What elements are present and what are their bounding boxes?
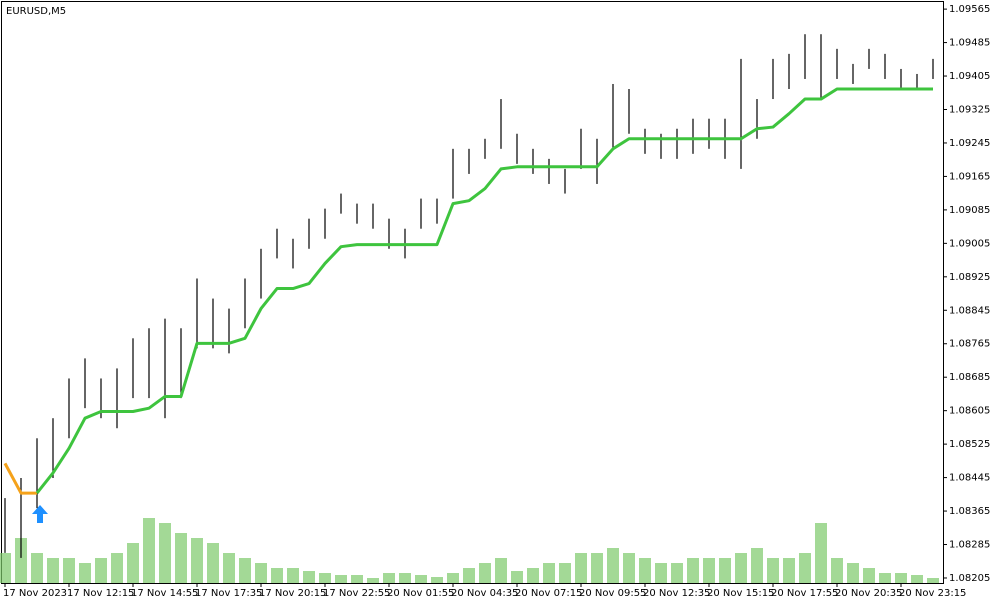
volume-bar — [543, 563, 555, 583]
volume-bar — [111, 553, 123, 583]
y-tick-label: 1.08605 — [949, 406, 990, 417]
volume-bar — [575, 553, 587, 583]
volume-bar — [927, 578, 939, 583]
volume-bar — [0, 553, 11, 583]
volume-bar — [127, 543, 139, 583]
y-tick-label: 1.08205 — [949, 573, 990, 584]
volume-bar — [799, 553, 811, 583]
y-tick-label: 1.08445 — [949, 473, 990, 484]
volume-bar — [703, 558, 715, 583]
volume-bar — [719, 558, 731, 583]
volume-bar — [479, 563, 491, 583]
plot-frame — [1, 1, 944, 584]
volume-bar — [447, 573, 459, 583]
volume-bar — [143, 518, 155, 583]
y-tick-label: 1.09085 — [949, 205, 990, 216]
x-tick-label: 17 Nov 20:15 — [259, 588, 326, 599]
volume-bar — [863, 568, 875, 583]
volume-bar — [895, 573, 907, 583]
volume-bar — [79, 563, 91, 583]
y-tick-label: 1.09165 — [949, 171, 990, 182]
x-tick-label: 20 Nov 09:55 — [579, 588, 646, 599]
volume-bar — [463, 568, 475, 583]
volume-bar — [607, 548, 619, 583]
volume-bar — [191, 538, 203, 583]
volume-bar — [223, 553, 235, 583]
volume-bar — [687, 558, 699, 583]
y-tick-label: 1.08765 — [949, 339, 990, 350]
volume-bar — [47, 558, 59, 583]
y-tick-label: 1.08685 — [949, 372, 990, 383]
volume-bar — [751, 548, 763, 583]
y-tick-label: 1.09485 — [949, 38, 990, 49]
volume-bar — [671, 563, 683, 583]
volume-bar — [767, 558, 779, 583]
stop-line — [3, 462, 37, 495]
x-tick-label: 17 Nov 17:35 — [195, 588, 262, 599]
volume-bar — [287, 568, 299, 583]
volume-bar — [303, 571, 315, 583]
volume-bar — [879, 573, 891, 583]
volume-bar — [511, 571, 523, 583]
volume-bar — [399, 573, 411, 583]
volume-bar — [383, 573, 395, 583]
y-tick-label: 1.09565 — [949, 4, 990, 15]
y-tick-label: 1.09005 — [949, 238, 990, 249]
volume-bar — [639, 558, 651, 583]
volume-bar — [495, 558, 507, 583]
volume-bar — [95, 558, 107, 583]
x-tick-label: 17 Nov 2023 — [3, 588, 67, 599]
volume-bar — [351, 575, 363, 583]
volume-bar — [431, 577, 443, 583]
volume-bar — [31, 553, 43, 583]
x-tick-label: 20 Nov 20:35 — [835, 588, 902, 599]
volume-bar — [527, 568, 539, 583]
volume-bar — [911, 575, 923, 583]
x-tick-label: 20 Nov 01:55 — [387, 588, 454, 599]
volume-bar — [815, 523, 827, 583]
y-tick-label: 1.08525 — [949, 439, 990, 450]
volume-bar — [15, 538, 27, 583]
buy-arrow — [32, 505, 48, 523]
volume-bar — [335, 575, 347, 583]
y-tick-label: 1.08285 — [949, 540, 990, 551]
volume-bar — [559, 563, 571, 583]
x-tick-label: 20 Nov 17:55 — [771, 588, 838, 599]
y-tick-label: 1.09245 — [949, 138, 990, 149]
volume-bar — [783, 558, 795, 583]
x-tick-label: 17 Nov 14:55 — [131, 588, 198, 599]
y-tick-label: 1.09325 — [949, 104, 990, 115]
volume-bar — [655, 563, 667, 583]
x-tick-label: 20 Nov 07:15 — [515, 588, 582, 599]
volume-bar — [367, 578, 379, 583]
x-tick-label: 20 Nov 15:15 — [707, 588, 774, 599]
x-tick-label: 17 Nov 22:55 — [323, 588, 390, 599]
volume-bar — [63, 558, 75, 583]
volume-bar — [271, 568, 283, 583]
volume-bar — [847, 563, 859, 583]
volume-bar — [207, 543, 219, 583]
volume-bar — [255, 563, 267, 583]
volume-bar — [623, 553, 635, 583]
y-tick-label: 1.08365 — [949, 506, 990, 517]
y-tick-label: 1.08925 — [949, 272, 990, 283]
volume-bar — [239, 558, 251, 583]
volume-bar — [735, 553, 747, 583]
x-tick-label: 20 Nov 23:15 — [899, 588, 966, 599]
x-tick-label: 20 Nov 12:35 — [643, 588, 710, 599]
y-tick-label: 1.09405 — [949, 71, 990, 82]
volume-bar — [831, 558, 843, 583]
volume-bar — [319, 573, 331, 583]
y-tick-label: 1.08845 — [949, 305, 990, 316]
volume-bar — [415, 575, 427, 583]
volume-bar — [175, 533, 187, 583]
x-tick-label: 20 Nov 04:35 — [451, 588, 518, 599]
stop-line — [35, 87, 933, 495]
chart-title: EURUSD,M5 — [6, 6, 66, 17]
volume-bar — [159, 523, 171, 583]
volume-bar — [591, 553, 603, 583]
x-tick-label: 17 Nov 12:15 — [67, 588, 134, 599]
